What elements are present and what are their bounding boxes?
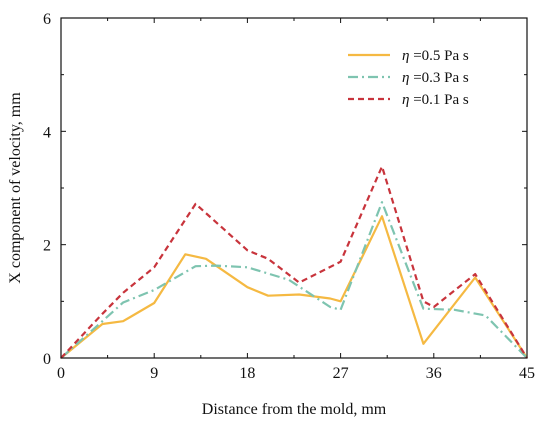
plot-frame-group (60, 17, 528, 359)
series-line-3 (60, 165, 528, 359)
legend: η =0.5 Pa sη =0.3 Pa sη =0.1 Pa s (348, 48, 469, 108)
x-tick-label: 27 (333, 365, 349, 382)
x-tick-label: 18 (239, 365, 255, 382)
legend-label-3: η =0.1 Pa s (402, 92, 469, 108)
y-tick-label: 6 (43, 11, 51, 28)
tick-group: 0 9 18 27 36 45 0 2 4 6 (43, 11, 535, 382)
legend-label-2: η =0.3 Pa s (402, 70, 469, 86)
legend-value-text: =0.5 Pa s (409, 48, 468, 64)
legend-eta-symbol: η (402, 48, 409, 64)
legend-label-1: η =0.5 Pa s (402, 48, 469, 64)
legend-eta-symbol: η (402, 92, 409, 108)
x-axis-title: Distance from the mold, mm (202, 401, 387, 418)
x-tick-label: 0 (57, 365, 65, 382)
legend-eta-symbol: η (402, 70, 409, 86)
x-tick-label: 9 (150, 365, 158, 382)
series-line-1 (60, 215, 528, 359)
x-tick-label: 45 (519, 365, 535, 382)
series-line-2 (60, 201, 528, 359)
legend-value-text: =0.1 Pa s (409, 92, 468, 108)
y-tick-label: 2 (43, 238, 51, 255)
plot-frame (60, 17, 528, 359)
series-group (60, 165, 528, 359)
legend-value-text: =0.3 Pa s (409, 70, 468, 86)
x-tick-label: 36 (426, 365, 442, 382)
y-axis-title: X component of velocity, mm (7, 92, 24, 284)
y-tick-label: 4 (43, 124, 51, 141)
y-tick-label: 0 (43, 351, 51, 368)
